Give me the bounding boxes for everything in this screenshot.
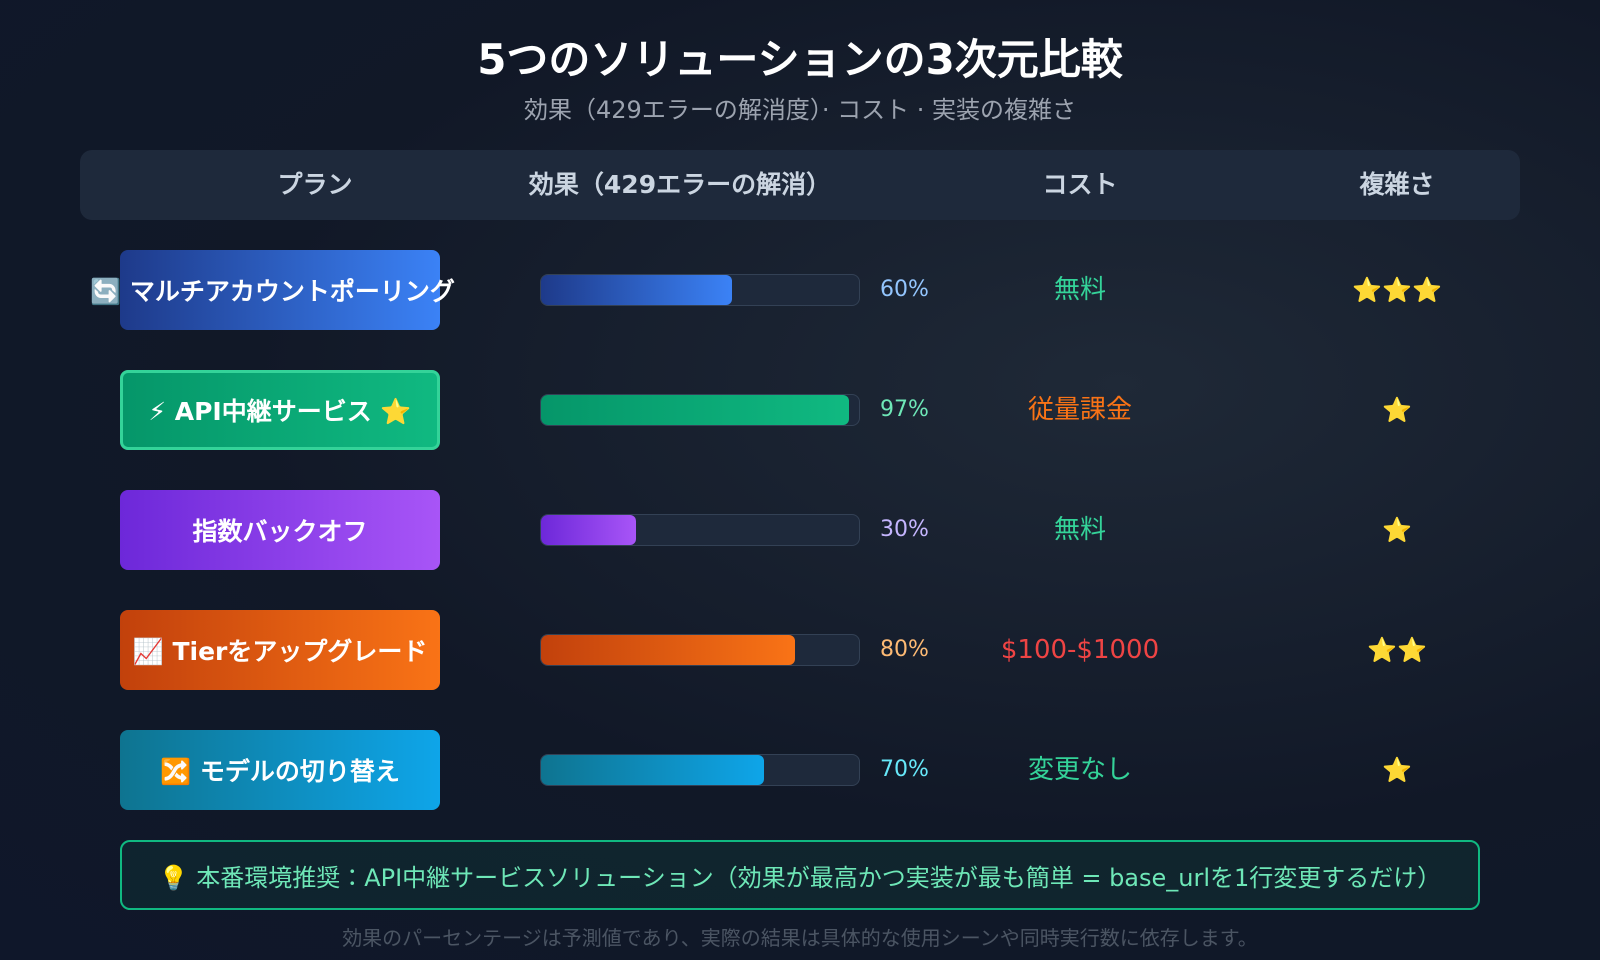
effect-label: 80%	[880, 637, 929, 662]
table-header: プラン 効果（429エラーの解消） コスト 複雑さ	[80, 150, 1520, 220]
complexity-stars: ⭐	[1382, 756, 1412, 784]
progress-bar	[541, 755, 764, 785]
table-row: ⚡ API中継サービス ⭐ 97% 従量課金 ⭐	[0, 370, 1600, 450]
cost-label: 無料	[1053, 515, 1107, 545]
footnote: 効果のパーセンテージは予測値であり、実際の結果は具体的な使用シーンや同時実行数に…	[342, 926, 1258, 950]
progress-track	[540, 754, 860, 786]
complexity-stars: ⭐⭐⭐	[1352, 276, 1442, 304]
plan-label: ⚡ API中継サービス ⭐	[148, 397, 412, 426]
header-cell: プラン	[277, 170, 353, 199]
progress-track	[540, 514, 860, 546]
plan-badge: 📈 Tierをアップグレード	[120, 610, 440, 690]
plan-label: 🔀 モデルの切り替え	[160, 757, 400, 786]
progress-bar	[541, 395, 850, 425]
subtitle: 効果（429エラーの解消度）· コスト · 実装の複雑さ	[524, 96, 1076, 124]
progress-track	[540, 274, 860, 306]
plan-label: 指数バックオフ	[192, 517, 368, 546]
plan-label: 🔄 マルチアカウントポーリング	[90, 277, 455, 306]
plan-badge: ⚡ API中継サービス ⭐	[120, 370, 440, 450]
complexity-stars: ⭐	[1382, 516, 1412, 544]
progress-bar	[541, 635, 796, 665]
table-row: 🔄 マルチアカウントポーリング 60% 無料 ⭐⭐⭐	[0, 250, 1600, 330]
cost-label: 変更なし	[1027, 755, 1133, 785]
recommendation: 💡 本番環境推奨：API中継サービスソリューション（効果が最高かつ実装が最も簡単…	[120, 840, 1480, 910]
plan-badge: 🔀 モデルの切り替え	[120, 730, 440, 810]
effect-label: 70%	[880, 757, 929, 782]
cost-label: 従量課金	[1027, 395, 1133, 425]
table-row: 📈 Tierをアップグレード 80% $100-$1000 ⭐⭐	[0, 610, 1600, 690]
complexity-stars: ⭐⭐	[1367, 636, 1427, 664]
title: 5つのソリューションの3次元比較	[477, 35, 1123, 84]
header-cell: 複雑さ	[1359, 170, 1435, 199]
progress-track	[540, 394, 860, 426]
header-cell: コスト	[1042, 170, 1118, 199]
plan-badge: 指数バックオフ	[120, 490, 440, 570]
cost-label: $100-$1000	[1000, 635, 1160, 665]
table-row: 🔀 モデルの切り替え 70% 変更なし ⭐	[0, 730, 1600, 810]
progress-bar	[541, 515, 637, 545]
plan-badge: 🔄 マルチアカウントポーリング	[90, 250, 455, 330]
progress-bar	[541, 275, 732, 305]
effect-label: 60%	[880, 277, 929, 302]
header-cell: 効果（429エラーの解消）	[528, 170, 832, 199]
table-row: 指数バックオフ 30% 無料 ⭐	[0, 490, 1600, 570]
progress-track	[540, 634, 860, 666]
plan-label: 📈 Tierをアップグレード	[132, 637, 428, 666]
effect-label: 30%	[880, 517, 929, 542]
cost-label: 無料	[1053, 275, 1107, 305]
effect-label: 97%	[880, 397, 929, 422]
complexity-stars: ⭐	[1382, 396, 1412, 424]
